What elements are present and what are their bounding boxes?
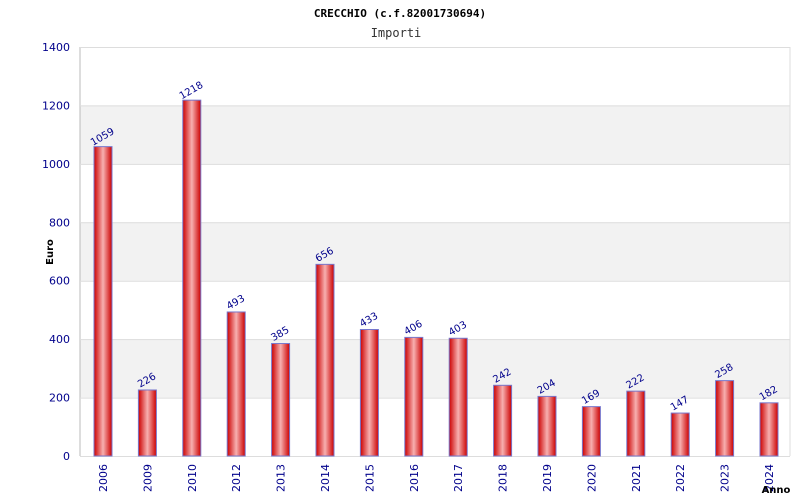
x-tick-label: 2012 — [230, 464, 243, 492]
x-tick-label: 2015 — [363, 464, 376, 492]
bar — [448, 337, 468, 457]
x-tick-label: 2013 — [275, 464, 288, 492]
data-label: 493 — [225, 293, 247, 312]
y-tick-label: 1000 — [42, 158, 70, 171]
x-axis-label: Anno — [762, 485, 791, 496]
bar — [315, 263, 335, 457]
x-tick-label: 2023 — [719, 464, 732, 492]
y-axis-label: Euro — [45, 239, 56, 265]
chart-subtitle: Importi — [371, 26, 422, 40]
x-tick-label: 2019 — [541, 464, 554, 492]
bar — [137, 389, 157, 457]
bar — [404, 336, 424, 457]
bar — [271, 343, 291, 457]
y-axis-ticks: 0 200 400 600 800 1000 1200 1400 — [42, 41, 70, 463]
y-tick-label: 600 — [49, 275, 70, 288]
bar — [537, 395, 557, 457]
bar — [493, 384, 513, 457]
bar — [581, 406, 601, 457]
bar — [715, 380, 735, 457]
y-tick-label: 400 — [49, 333, 70, 346]
y-tick-label: 0 — [63, 450, 70, 463]
y-tick-label: 1200 — [42, 99, 70, 112]
x-axis-ticks: 2006 2009 2010 2012 2013 2014 2015 2016 2017 2018… — [97, 464, 776, 492]
bar — [226, 311, 246, 457]
x-tick-label: 2014 — [319, 464, 332, 492]
x-tick-label: 2020 — [585, 464, 598, 492]
y-tick-label: 1400 — [42, 41, 70, 54]
x-tick-label: 2017 — [452, 464, 465, 492]
bar — [182, 99, 202, 457]
bar — [626, 390, 646, 457]
x-tick-label: 2018 — [497, 464, 510, 492]
data-label: 433 — [358, 311, 380, 330]
bar — [670, 412, 690, 457]
x-tick-label: 2009 — [141, 464, 154, 492]
bar — [759, 402, 779, 457]
bar-series — [93, 99, 779, 457]
x-tick-label: 2021 — [630, 464, 643, 492]
y-tick-label: 800 — [49, 216, 70, 229]
x-tick-label: 2010 — [186, 464, 199, 492]
x-tick-label: 2022 — [674, 464, 687, 492]
x-tick-label: 2024 — [763, 464, 776, 492]
data-label: 1218 — [178, 80, 206, 102]
bar — [359, 329, 379, 457]
data-label: 403 — [447, 320, 469, 339]
y-tick-label: 200 — [49, 392, 70, 405]
chart-title: CRECCHIO (c.f.82001730694) — [314, 7, 486, 20]
data-label: 406 — [403, 319, 425, 338]
x-tick-label: 2006 — [97, 464, 110, 492]
grid-lines — [79, 47, 791, 457]
bar — [93, 146, 113, 457]
x-tick-label: 2016 — [408, 464, 421, 492]
